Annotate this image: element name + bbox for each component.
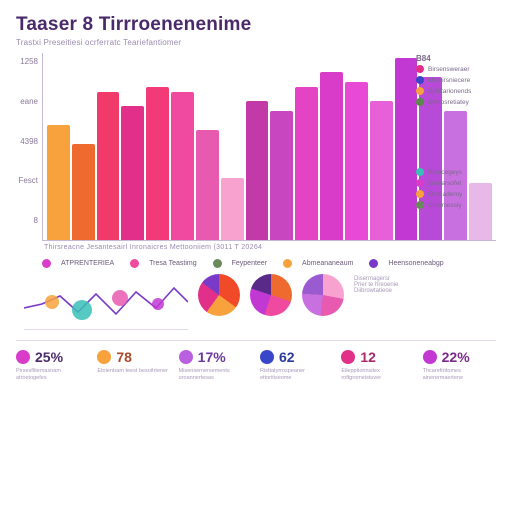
legend-label: Abmeananeaum xyxy=(302,260,353,267)
stat-dot-icon xyxy=(97,350,111,364)
bar xyxy=(47,125,70,240)
legend-label: Feypenteer xyxy=(232,260,267,267)
legend-upper: B84 Birsensweraer Mostirsniecere Apftitario… xyxy=(416,54,502,109)
legend-swatch xyxy=(416,65,424,73)
legend-item: Mostirsniecere xyxy=(416,76,502,84)
legend-swatch xyxy=(416,190,424,198)
pie-chart xyxy=(198,274,240,316)
legend-label: Heensoneneabgp xyxy=(388,260,443,267)
y-tick: eane xyxy=(16,97,38,106)
legend-label: Bwposretiatey xyxy=(428,99,469,106)
legend-item: Pteacegeys xyxy=(416,168,502,176)
legend-item: Apftitarionends xyxy=(416,87,502,95)
legend-lower: Pteacegeys Veroarsofet Oroeaderoy Chomiessi… xyxy=(416,168,502,212)
stat-dot-icon xyxy=(16,350,30,364)
stats-row: 25% Pirsesflitemasnam atroetogefes 78 Etoie… xyxy=(16,349,496,382)
legend-label: Oroeaderoy xyxy=(428,191,462,198)
legend-label: Pteacegeys xyxy=(428,169,462,176)
legend-header: B84 xyxy=(416,54,502,63)
legend-label: ATPRENTERIEA xyxy=(61,260,114,267)
y-axis: 1258 eane 4398 Fesct 8 xyxy=(16,53,42,241)
stat-value: 78 xyxy=(116,349,132,365)
stat-value: 22% xyxy=(442,349,470,365)
legend-swatch xyxy=(416,87,424,95)
legend-label: Chomiessiy xyxy=(428,202,462,209)
bar xyxy=(171,92,194,240)
stat-sub: Misensernersements oroannertesas xyxy=(179,368,252,382)
stat-dot-icon xyxy=(179,350,193,364)
stat-value: 62 xyxy=(279,349,295,365)
legend-swatch xyxy=(213,259,222,268)
y-tick: 1258 xyxy=(16,57,38,66)
stat-value: 17% xyxy=(198,349,226,365)
stat-item: 22% Thcarefrittomes ainerermaertene xyxy=(423,349,496,382)
x-axis-label: Thirsreacne Jesantesairl Inronaicres Met… xyxy=(42,241,496,251)
stat-item: 78 Etoientram teest besoitrtener xyxy=(97,349,170,382)
stat-sub: Thcarefrittomes ainerermaertene xyxy=(423,368,496,382)
stat-item: 12 Eilepptionnsitex roftgromeistuver xyxy=(341,349,414,382)
legend-item: Chomiessiy xyxy=(416,201,502,209)
stat-sub: Risttatyrrospeaner ettoritiseome xyxy=(260,368,333,382)
bar xyxy=(270,111,293,240)
stat-sub: Etoientram teest besoitrtener xyxy=(97,368,170,375)
bar xyxy=(72,144,95,240)
divider xyxy=(16,340,496,341)
stat-item: 62 Risttatyrrospeaner ettoritiseome xyxy=(260,349,333,382)
bar xyxy=(345,82,368,240)
legend-swatch xyxy=(416,179,424,187)
legend-swatch xyxy=(283,259,292,268)
bar xyxy=(97,92,120,240)
bar xyxy=(221,178,244,240)
stat-sub: Pirsesflitemasnam atroetogefes xyxy=(16,368,89,382)
legend-swatch xyxy=(416,76,424,84)
legend-swatch xyxy=(416,98,424,106)
stat-item: 25% Pirsesflitemasnam atroetogefes xyxy=(16,349,89,382)
bar xyxy=(395,58,418,240)
y-tick: 8 xyxy=(16,216,38,225)
sparkline-chart xyxy=(24,274,188,330)
legend-swatch xyxy=(416,201,424,209)
legend-item: Veroarsofet xyxy=(416,179,502,187)
stat-dot-icon xyxy=(260,350,274,364)
bar xyxy=(370,101,393,240)
legend-swatch xyxy=(416,168,424,176)
bar xyxy=(320,72,343,240)
legend-label: Apftitarionends xyxy=(428,88,471,95)
legend-item: Birsensweraer xyxy=(416,65,502,73)
bar xyxy=(196,130,219,240)
legend-swatch xyxy=(42,259,51,268)
legend-label: Tresa Teastimg xyxy=(149,260,196,267)
bar xyxy=(295,87,318,240)
stat-value: 25% xyxy=(35,349,63,365)
pie-chart xyxy=(302,274,344,316)
stat-dot-icon xyxy=(423,350,437,364)
pie-charts xyxy=(198,274,344,316)
pie-caption: DisermagersrPrier te hreoenieDiibrowtati… xyxy=(354,276,496,294)
bar xyxy=(121,106,144,240)
legend-label: Mostirsniecere xyxy=(428,77,470,84)
legend-label: Veroarsofet xyxy=(428,180,461,187)
stat-item: 17% Misensernersements oroannertesas xyxy=(179,349,252,382)
legend-label: Birsensweraer xyxy=(428,66,470,73)
y-tick: 4398 xyxy=(16,137,38,146)
pie-chart xyxy=(250,274,292,316)
legend-swatch xyxy=(369,259,378,268)
page-subtitle: Trastxi Preseitiesi ocrferratc Teariefan… xyxy=(16,38,496,47)
legend-item: Oroeaderoy xyxy=(416,190,502,198)
y-tick: Fesct xyxy=(16,176,38,185)
stat-dot-icon xyxy=(341,350,355,364)
page-title: Taaser 8 Tirrroenenenime xyxy=(16,14,496,36)
bar xyxy=(146,87,169,240)
stat-value: 12 xyxy=(360,349,376,365)
legend-swatch xyxy=(130,259,139,268)
stat-sub: Eilepptionnsitex roftgromeistuver xyxy=(341,368,414,382)
legend-item: Bwposretiatey xyxy=(416,98,502,106)
category-legend: ATPRENTERIEA Tresa Teastimg Feypenteer Abme… xyxy=(42,259,496,268)
bar xyxy=(246,101,269,240)
